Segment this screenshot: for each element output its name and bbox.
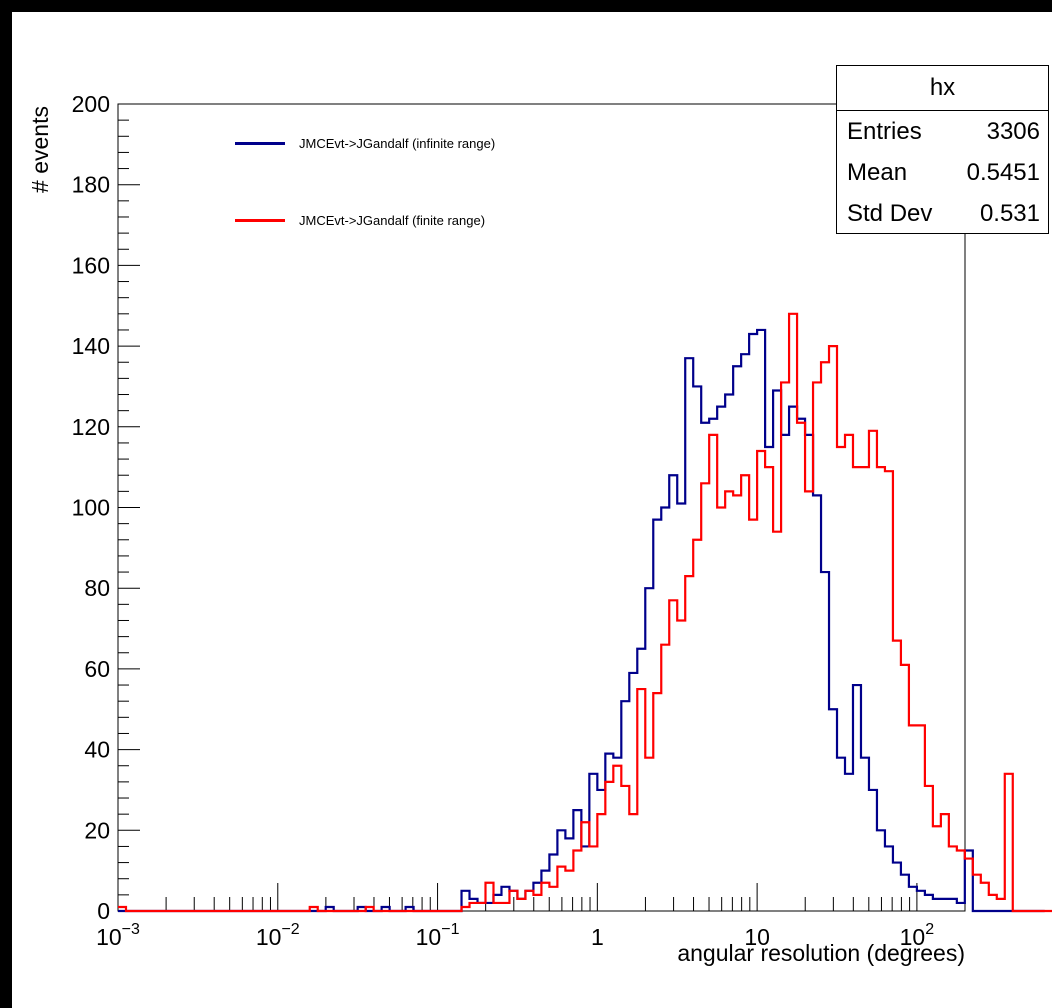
y-tick-label: 120 — [72, 414, 110, 440]
stats-value: 3306 — [986, 118, 1040, 145]
stats-title: hx — [837, 66, 1048, 111]
stats-row-stddev: Std Dev 0.531 — [837, 193, 1048, 234]
y-tick-label: 160 — [72, 252, 110, 278]
x-tick-label: 10−1 — [416, 921, 460, 950]
legend: JMCEvt->JGandalf (infinite range) JMCEvt… — [220, 108, 540, 258]
legend-swatch-finite-range — [235, 219, 285, 222]
x-tick-label: 102 — [900, 921, 935, 950]
stats-label: Entries — [847, 118, 922, 145]
legend-label-infinite-range: JMCEvt->JGandalf (infinite range) — [299, 136, 496, 151]
stats-label: Mean — [847, 159, 908, 186]
legend-label-finite-range: JMCEvt->JGandalf (finite range) — [299, 213, 486, 228]
histogram-series-finite-range — [118, 312, 1052, 913]
legend-entry-infinite-range: JMCEvt->JGandalf (infinite range) — [220, 136, 495, 151]
x-tick-label: 10−2 — [256, 921, 300, 950]
y-tick-label: 20 — [84, 817, 110, 843]
stats-label: Std Dev — [847, 200, 933, 227]
stats-value: 0.5451 — [966, 159, 1040, 186]
y-tick-label: 180 — [72, 172, 110, 198]
y-axis-title: # events — [27, 106, 53, 193]
y-tick-label: 140 — [72, 333, 110, 359]
stats-value: 0.531 — [979, 200, 1040, 227]
y-tick-label: 200 — [72, 91, 110, 117]
legend-entry-finite-range: JMCEvt->JGandalf (finite range) — [220, 213, 485, 228]
x-tick-label: 10 — [744, 924, 770, 950]
stats-row-mean: Mean 0.5451 — [837, 152, 1048, 193]
legend-swatch-infinite-range — [235, 142, 285, 145]
x-tick-label: 10−3 — [96, 921, 140, 950]
y-tick-label: 0 — [97, 898, 110, 924]
x-axis-title: angular resolution (degrees) — [677, 940, 965, 966]
stats-box: hx Entries 3306 Mean 0.5451 Std Dev 0.53… — [836, 65, 1049, 234]
y-tick-label: 40 — [84, 737, 110, 763]
y-tick-label: 100 — [72, 495, 110, 521]
stats-row-entries: Entries 3306 — [837, 111, 1048, 152]
x-tick-label: 1 — [591, 924, 604, 950]
y-tick-label: 60 — [84, 656, 110, 682]
y-tick-label: 80 — [84, 575, 110, 601]
